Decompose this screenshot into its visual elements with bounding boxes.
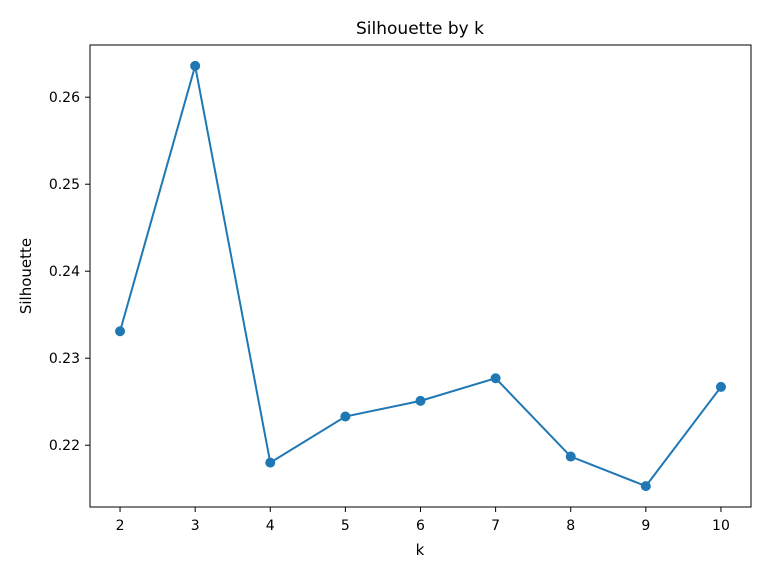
- x-tick-label: 10: [712, 518, 730, 534]
- x-tick-label: 4: [266, 518, 275, 534]
- data-point-k-3: [190, 60, 201, 71]
- data-point-k-7: [490, 373, 501, 384]
- y-axis-ticks: 0.22 0.23 0.24 0.25 0.26: [49, 90, 90, 454]
- x-tick-label: 6: [416, 518, 425, 534]
- data-point-k-8: [565, 451, 576, 462]
- data-point-k-9: [640, 481, 651, 492]
- data-point-k-6: [415, 395, 426, 406]
- y-tick-label: 0.26: [49, 90, 80, 106]
- y-tick-label: 0.24: [49, 264, 80, 280]
- data-point-k-5: [340, 411, 351, 422]
- plot-area-frame: [89, 44, 752, 508]
- y-axis-label: Silhouette: [17, 238, 35, 314]
- x-tick-label: 8: [566, 518, 575, 534]
- x-tick-label: 3: [191, 518, 200, 534]
- x-tick-label: 5: [341, 518, 350, 534]
- x-axis-ticks: 2 3 4 5 6 7 8 9 10: [116, 507, 730, 534]
- x-axis-label: k: [416, 541, 425, 559]
- data-point-k-4: [265, 457, 276, 468]
- y-tick-label: 0.25: [49, 177, 80, 193]
- chart-title: Silhouette by k: [356, 19, 484, 39]
- x-tick-label: 2: [116, 518, 125, 534]
- x-tick-label: 9: [641, 518, 650, 534]
- data-point-k-2: [115, 326, 126, 337]
- y-tick-label: 0.23: [49, 351, 80, 367]
- data-points: [115, 60, 726, 492]
- y-tick-label: 0.22: [49, 438, 80, 454]
- x-tick-label: 7: [491, 518, 500, 534]
- data-point-k-10: [715, 381, 726, 392]
